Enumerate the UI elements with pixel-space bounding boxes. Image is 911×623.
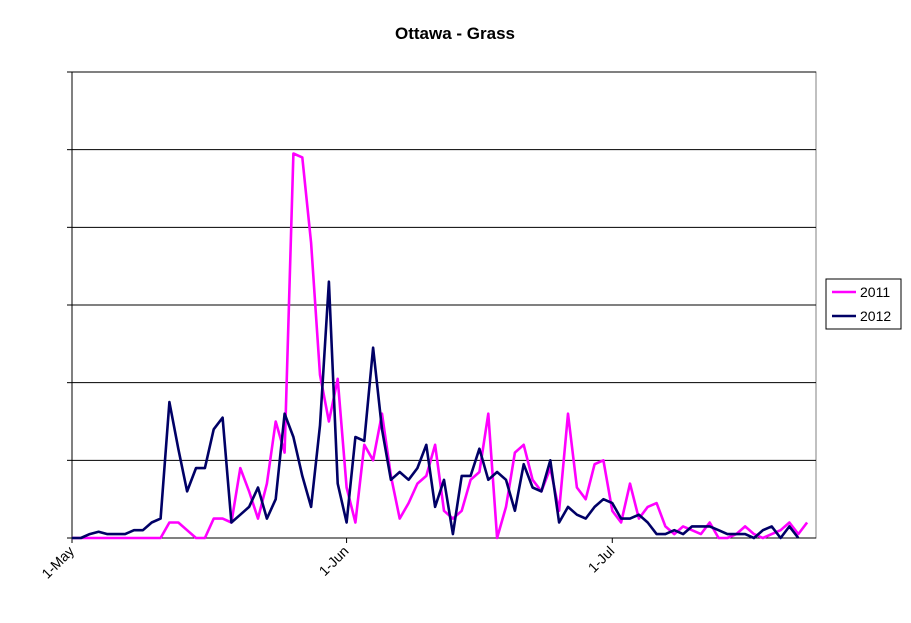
x-tick-label: 1-Jun [316, 543, 352, 579]
y-gridlines [72, 71, 816, 461]
x-tick-label: 1-Jul [585, 543, 618, 576]
legend-label-2012: 2012 [860, 308, 891, 324]
legend-box [825, 278, 902, 330]
series-line-2012 [72, 280, 800, 540]
chart-title: Ottawa - Grass [395, 24, 515, 43]
x-tick-labels: 1-May 1-Jun 1-Jul [38, 543, 617, 582]
x-tick-label: 1-May [38, 543, 77, 582]
series-line-2011 [72, 152, 809, 540]
legend: 2011 2012 [825, 278, 902, 330]
legend-label-2011: 2011 [860, 284, 890, 300]
series-layer [72, 152, 809, 540]
